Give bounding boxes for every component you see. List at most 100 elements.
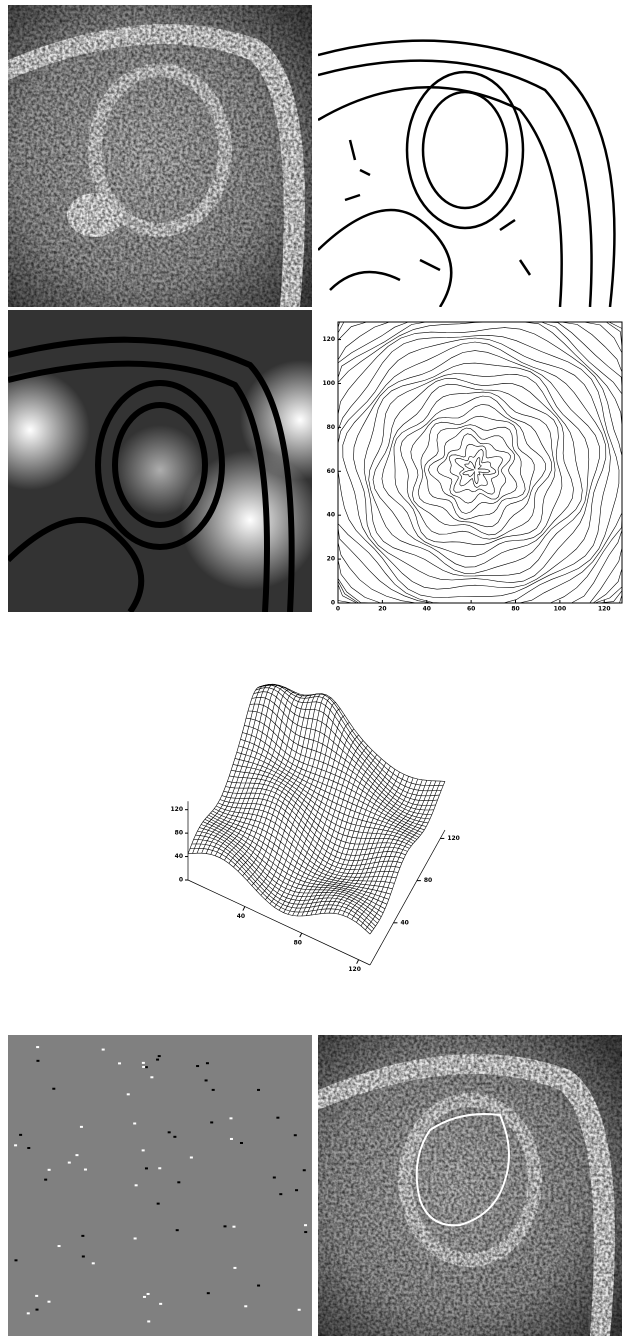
dot	[36, 1046, 39, 1048]
dot	[168, 1131, 171, 1133]
dot	[206, 1062, 209, 1064]
x-tick-label: 20	[378, 606, 386, 613]
dot	[58, 1245, 61, 1247]
y-tick-label: 120	[322, 336, 335, 343]
y-tick-label: 100	[322, 380, 335, 387]
dot	[133, 1122, 136, 1124]
dot	[134, 1237, 137, 1239]
x-tick-label: 40	[423, 606, 431, 613]
x-tick-label: 80	[511, 606, 519, 613]
dot	[156, 1059, 159, 1061]
dot	[127, 1093, 130, 1095]
dot	[303, 1169, 306, 1171]
x-tick	[357, 960, 359, 964]
dot	[35, 1309, 38, 1311]
z-tick-label: 120	[170, 806, 183, 813]
dot	[27, 1312, 30, 1314]
y-tick-label: 20	[327, 556, 335, 563]
dot	[36, 1060, 39, 1062]
dot	[147, 1293, 150, 1295]
x-tick	[300, 933, 302, 937]
axis-line	[370, 830, 445, 965]
dot	[157, 1203, 160, 1205]
dot	[210, 1121, 213, 1123]
dot	[212, 1089, 215, 1091]
dot	[205, 1079, 208, 1081]
dot	[257, 1285, 260, 1287]
dot	[142, 1066, 145, 1068]
dot	[47, 1301, 50, 1303]
dot	[14, 1259, 17, 1261]
dot	[232, 1226, 235, 1228]
dot	[176, 1229, 179, 1231]
dot	[143, 1296, 146, 1298]
dot	[304, 1231, 307, 1233]
y-tick-label: 0	[331, 600, 335, 607]
dot	[276, 1117, 279, 1119]
y-tick-label: 40	[400, 919, 408, 926]
dot	[279, 1193, 282, 1195]
mesh-line	[257, 685, 439, 796]
dot	[35, 1295, 38, 1297]
dot	[224, 1225, 227, 1227]
y-tick-label: 40	[327, 512, 335, 519]
difference-image	[8, 1035, 312, 1336]
dot	[173, 1136, 176, 1138]
y-tick-label: 80	[424, 877, 432, 884]
dot	[240, 1142, 243, 1144]
dot	[229, 1117, 232, 1119]
distance-map	[0, 310, 360, 612]
x-tick	[243, 907, 245, 911]
y-tick-label: 60	[327, 468, 335, 475]
dot	[27, 1147, 30, 1149]
dot	[52, 1088, 55, 1090]
y-tick-label: 80	[327, 424, 335, 431]
mesh-line	[315, 766, 390, 915]
dot	[273, 1177, 276, 1179]
z-tick-label: 0	[179, 877, 183, 884]
dot	[44, 1179, 47, 1181]
dot	[142, 1149, 145, 1151]
dot	[177, 1181, 180, 1183]
dot	[142, 1062, 145, 1064]
figure: 020406080100120020406080100120 408012040…	[0, 0, 626, 1336]
dot	[14, 1144, 17, 1146]
mesh-line	[202, 684, 277, 853]
dot	[244, 1305, 247, 1307]
y-tick-label: 120	[447, 835, 460, 842]
x-tick-label: 120	[598, 606, 611, 613]
dot	[84, 1169, 87, 1171]
axis-line	[188, 880, 370, 965]
z-tick-label: 40	[175, 853, 183, 860]
dot	[190, 1157, 193, 1159]
mesh-line	[192, 844, 374, 929]
dot	[257, 1089, 260, 1091]
dot	[150, 1076, 153, 1078]
dot	[92, 1262, 95, 1264]
x-tick-label: 60	[467, 606, 475, 613]
edge-image	[318, 5, 622, 307]
x-tick-label: 0	[336, 606, 340, 613]
dot	[230, 1138, 233, 1140]
dot	[147, 1320, 150, 1322]
dot	[118, 1062, 121, 1064]
dot	[298, 1309, 301, 1311]
dot	[145, 1066, 148, 1068]
dot	[102, 1049, 105, 1051]
dot	[48, 1169, 51, 1171]
dot	[80, 1126, 83, 1128]
dot	[19, 1134, 22, 1136]
mri-image	[8, 5, 312, 307]
mesh-line	[365, 781, 440, 930]
mesh-line	[356, 781, 431, 923]
dot	[145, 1167, 148, 1169]
dot	[159, 1303, 162, 1305]
dot	[158, 1055, 161, 1057]
segmented-mri	[318, 1035, 622, 1336]
dot	[68, 1162, 71, 1164]
dot	[75, 1154, 78, 1156]
dot	[207, 1292, 210, 1294]
dot	[158, 1167, 161, 1169]
